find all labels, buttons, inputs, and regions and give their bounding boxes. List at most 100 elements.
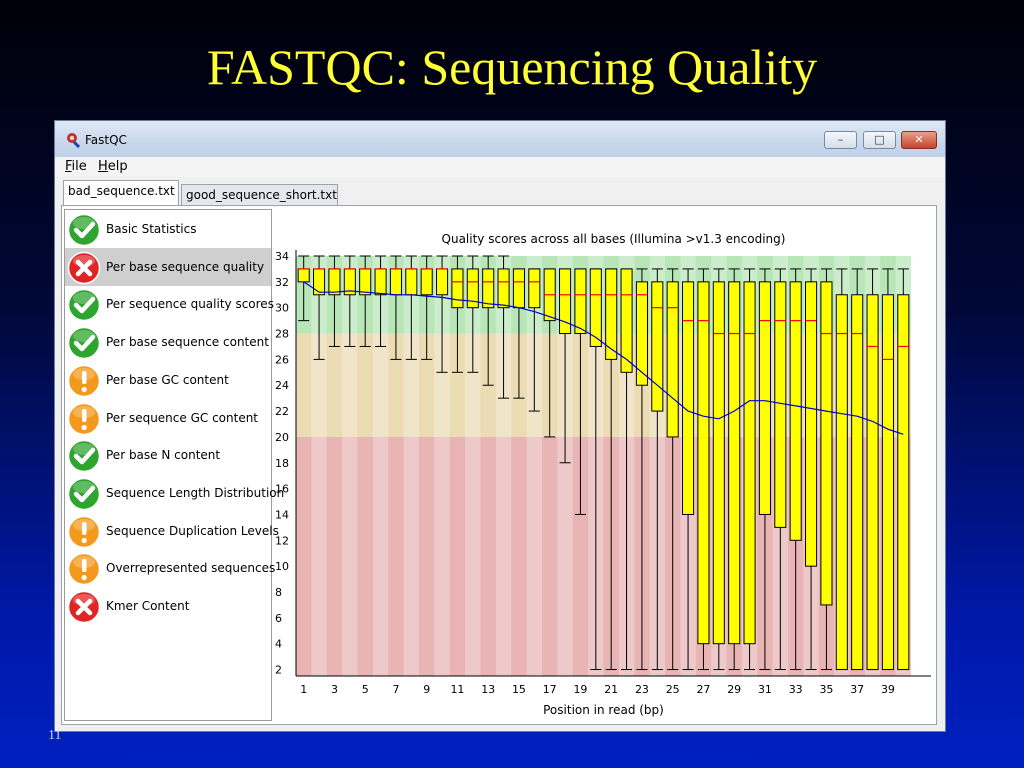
chart-title: Quality scores across all bases (Illumin… <box>442 232 786 246</box>
x-tick-label: 29 <box>727 683 741 696</box>
menu-file-label: ile <box>71 159 87 174</box>
box <box>897 294 910 671</box>
menu-help[interactable]: Help <box>98 159 128 174</box>
band-stripe <box>311 436 327 676</box>
y-tick-label: 24 <box>275 379 289 392</box>
band-stripe <box>434 333 450 437</box>
window-title: FastQC <box>85 133 127 147</box>
box <box>605 268 618 360</box>
box <box>682 281 695 515</box>
x-tick-label: 7 <box>392 683 399 696</box>
module-list: Basic Statistics Per base sequence qualit… <box>64 209 284 721</box>
x-tick-label: 17 <box>543 683 557 696</box>
window-titlebar[interactable]: FastQC – □ ✕ <box>55 121 945 157</box>
band-stripe <box>342 333 358 437</box>
x-tick-label: 5 <box>362 683 369 696</box>
box <box>635 281 648 386</box>
x-tick-label: 15 <box>512 683 526 696</box>
mean-line <box>303 281 904 435</box>
module-item[interactable]: Per sequence GC content <box>65 399 271 437</box>
x-tick-label: 23 <box>635 683 649 696</box>
box <box>774 281 787 528</box>
band-stripe <box>372 333 389 437</box>
module-item[interactable]: Kmer Content <box>65 587 271 625</box>
tab-bad-sequence[interactable]: bad_sequence.txt <box>63 180 179 206</box>
y-tick-label: 12 <box>275 534 289 547</box>
fastqc-app-icon <box>67 133 81 148</box>
x-tick-label: 37 <box>850 683 864 696</box>
band-stripe <box>372 436 389 676</box>
module-item[interactable]: Sequence Duplication Levels <box>65 512 279 550</box>
check-icon <box>67 213 101 247</box>
band-stripe <box>434 436 450 676</box>
box <box>666 281 679 438</box>
y-tick-label: 14 <box>275 508 289 521</box>
menu-file[interactable]: File <box>65 159 87 174</box>
slide-title: FASTQC: Sequencing Quality <box>206 39 818 95</box>
close-button[interactable]: ✕ <box>901 131 937 149</box>
y-tick-label: 10 <box>275 560 289 573</box>
band-stripe <box>526 436 542 676</box>
band-stripe <box>557 436 573 676</box>
box <box>451 268 464 309</box>
box <box>528 268 541 309</box>
box <box>389 268 402 296</box>
tab-good-sequence[interactable]: good_sequence_short.txt <box>181 184 338 205</box>
warning-icon <box>67 515 101 548</box>
y-tick-label: 2 <box>275 664 282 677</box>
box <box>866 294 879 671</box>
y-tick-label: 4 <box>275 638 282 651</box>
cross-icon <box>67 590 101 624</box>
box <box>512 268 525 309</box>
module-item[interactable]: Per base sequence content <box>65 323 271 361</box>
box <box>328 268 341 296</box>
check-icon <box>67 326 101 360</box>
y-tick-label: 26 <box>275 353 289 366</box>
module-item[interactable]: Per base sequence quality <box>65 247 271 286</box>
box <box>374 268 387 296</box>
band-stripe <box>403 436 419 676</box>
box <box>466 268 479 309</box>
module-item[interactable]: Overrepresented sequences <box>65 549 275 587</box>
module-item[interactable]: Per base GC content <box>65 361 271 399</box>
band-stripe <box>465 333 481 437</box>
y-tick-label: 28 <box>275 328 289 341</box>
box <box>559 268 572 335</box>
box <box>420 268 433 296</box>
module-item[interactable]: Basic Statistics <box>65 210 271 248</box>
box <box>881 294 894 671</box>
box <box>743 281 756 645</box>
module-label: Per sequence GC content <box>106 410 259 425</box>
x-tick-label: 11 <box>450 683 464 696</box>
x-tick-label: 31 <box>758 683 772 696</box>
report-panel: Basic Statistics Per base sequence qualit… <box>61 205 937 725</box>
menu-help-mnemonic: H <box>98 159 108 174</box>
y-tick-label: 6 <box>275 612 282 625</box>
band-stripe <box>465 436 481 676</box>
module-label: Basic Statistics <box>106 222 197 236</box>
x-tick-label: 9 <box>423 683 430 696</box>
minimize-button[interactable]: – <box>824 131 857 149</box>
x-axis-label: Position in read (bp) <box>543 703 664 717</box>
band-stripe <box>495 436 512 676</box>
x-tick-label: 21 <box>604 683 618 696</box>
box <box>805 281 818 567</box>
fastqc-window: FastQC – □ ✕ File Help good_sequence_sho… <box>54 120 946 732</box>
x-tick-label: 19 <box>573 683 587 696</box>
y-tick-label: 34 <box>275 250 289 263</box>
y-tick-label: 22 <box>275 405 289 418</box>
maximize-button[interactable]: □ <box>863 131 896 149</box>
x-tick-label: 39 <box>881 683 895 696</box>
box <box>851 294 864 671</box>
x-tick-label: 25 <box>666 683 680 696</box>
y-tick-label: 32 <box>275 276 289 289</box>
module-label: Per base sequence content <box>106 335 269 350</box>
module-label: Per base N content <box>106 448 221 463</box>
box <box>728 281 741 645</box>
box <box>651 281 664 412</box>
module-item[interactable]: Sequence Length Distribution <box>65 474 284 512</box>
module-item[interactable]: Per sequence quality scores <box>65 285 274 323</box>
box <box>620 268 633 373</box>
module-item[interactable]: Per base N content <box>65 436 271 474</box>
box <box>497 268 510 309</box>
